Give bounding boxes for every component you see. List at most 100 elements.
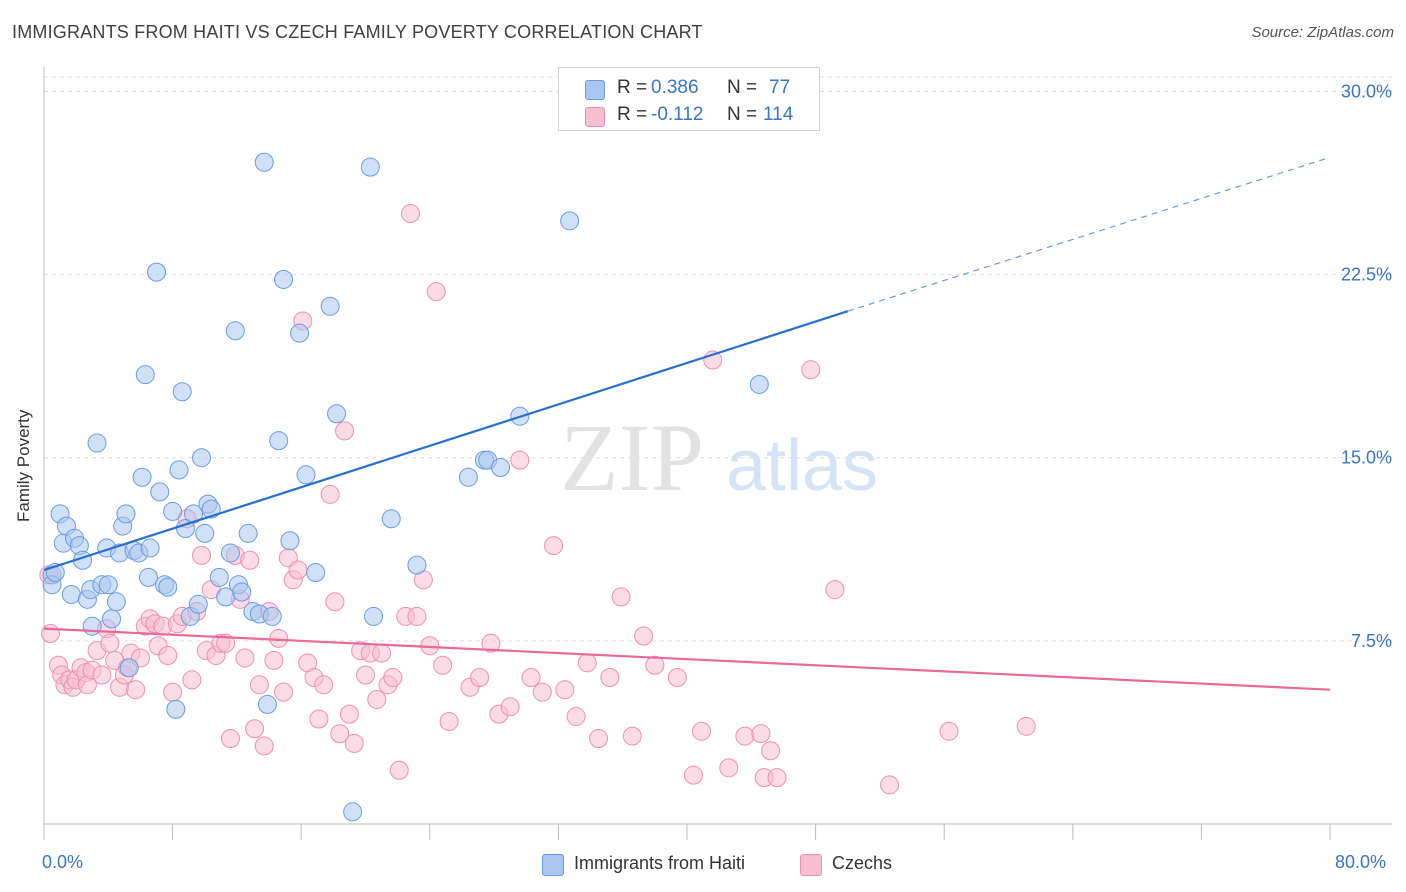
haiti-point	[87, 433, 107, 453]
czechs-point	[344, 733, 364, 753]
czechs-point	[330, 724, 350, 744]
czechs-point	[335, 421, 355, 441]
haiti-point	[407, 555, 427, 575]
czechs-point	[521, 667, 541, 687]
haiti-point	[296, 465, 316, 485]
bottom-legend-swatch-czechs	[800, 854, 822, 876]
source-credit: Source: ZipAtlas.com	[1251, 24, 1394, 41]
czechs-point	[367, 689, 387, 709]
haiti-point	[163, 501, 183, 521]
haiti-point	[381, 509, 401, 529]
haiti-point	[232, 582, 252, 602]
watermark-zip: ZIP	[560, 404, 704, 511]
haiti-point	[262, 606, 282, 626]
haiti-point	[225, 321, 245, 341]
czechs-point	[939, 721, 959, 741]
haiti-point	[274, 269, 294, 289]
legend-n-value-czechs: 114	[763, 104, 794, 125]
y-tick-label: 30.0%	[1341, 81, 1392, 101]
czechs-point	[309, 709, 329, 729]
czechs-point	[439, 711, 459, 731]
y-tick-label: 15.0%	[1341, 448, 1392, 468]
legend-n-label: N =	[727, 77, 758, 98]
haiti-point	[138, 567, 158, 587]
czechs-point	[126, 680, 146, 700]
czechs-point	[320, 484, 340, 504]
haiti-point	[280, 531, 300, 551]
haiti-point	[238, 523, 258, 543]
legend-swatch-czechs	[585, 107, 605, 127]
haiti-point	[166, 699, 186, 719]
czechs-point	[735, 726, 755, 746]
czechs-point	[825, 580, 845, 600]
czechs-point	[426, 282, 446, 302]
haiti-point	[158, 577, 178, 597]
haiti-point	[98, 575, 118, 595]
czechs-point	[92, 665, 112, 685]
czechs-point	[356, 665, 375, 685]
y-tick-labels: 7.5% 15.0% 22.5% 30.0%	[1341, 81, 1392, 650]
czechs-point	[667, 667, 687, 687]
haiti-point	[132, 467, 152, 487]
czechs-point	[880, 775, 900, 795]
czechs-point	[510, 450, 530, 470]
haiti-point	[290, 323, 310, 343]
chart-title: IMMIGRANTS FROM HAITI VS CZECH FAMILY PO…	[12, 22, 703, 42]
haiti-point	[560, 211, 580, 231]
haiti-point	[82, 616, 102, 636]
czechs-point	[566, 707, 586, 727]
czechs-point	[544, 536, 564, 556]
czechs-point	[645, 655, 665, 675]
czechs-point	[325, 592, 345, 612]
czechs-point	[249, 675, 269, 695]
y-tick-label: 22.5%	[1341, 265, 1392, 285]
czechs-point	[500, 697, 520, 717]
czechs-point	[40, 624, 60, 644]
haiti-point	[192, 448, 212, 468]
czechs-point	[220, 729, 240, 749]
czechs-point	[100, 633, 120, 653]
haiti-point	[749, 374, 769, 394]
haiti-point	[106, 592, 126, 612]
haiti-point	[150, 482, 170, 502]
czechs-point	[683, 765, 703, 785]
legend-r-value-haiti: 0.386	[651, 77, 699, 98]
axes	[43, 67, 1392, 840]
czechs-point	[339, 704, 359, 724]
czechs-point	[383, 667, 403, 687]
haiti-point	[172, 382, 192, 402]
haiti-point	[209, 567, 229, 587]
haiti-point	[360, 157, 380, 177]
haiti-point	[491, 457, 511, 477]
czechs-point	[372, 643, 392, 663]
czechs-point	[288, 560, 308, 580]
czechs-point	[532, 682, 552, 702]
czechs-point	[158, 646, 178, 666]
haiti-point	[364, 606, 384, 626]
haiti-point	[140, 538, 160, 558]
czechs-point	[481, 633, 501, 653]
czechs-point	[182, 670, 202, 690]
czechs-point	[622, 726, 642, 746]
czechs-point	[314, 675, 334, 695]
czechs-point	[555, 680, 575, 700]
haiti-point	[188, 594, 208, 614]
haiti-point	[119, 658, 139, 678]
czechs-point	[407, 606, 427, 626]
legend-row-haiti: R = 0.386 N = 77	[559, 74, 819, 102]
haiti-point	[343, 802, 363, 822]
haiti-point	[135, 365, 155, 385]
czechs-point	[389, 760, 409, 780]
trendlines	[43, 156, 1331, 691]
legend-row-czechs: R = -0.112 N = 114	[559, 101, 819, 129]
haiti-point	[458, 467, 478, 487]
haiti-point	[61, 584, 81, 604]
czechs-point	[691, 721, 711, 741]
haiti-point	[147, 262, 167, 282]
haiti-point	[116, 504, 136, 524]
czechs-point	[254, 736, 274, 756]
czechs-trendline	[43, 627, 1331, 691]
haiti-point	[257, 694, 277, 714]
correlation-legend: R = 0.386 N = 77 R = -0.112 N = 114	[558, 67, 820, 131]
